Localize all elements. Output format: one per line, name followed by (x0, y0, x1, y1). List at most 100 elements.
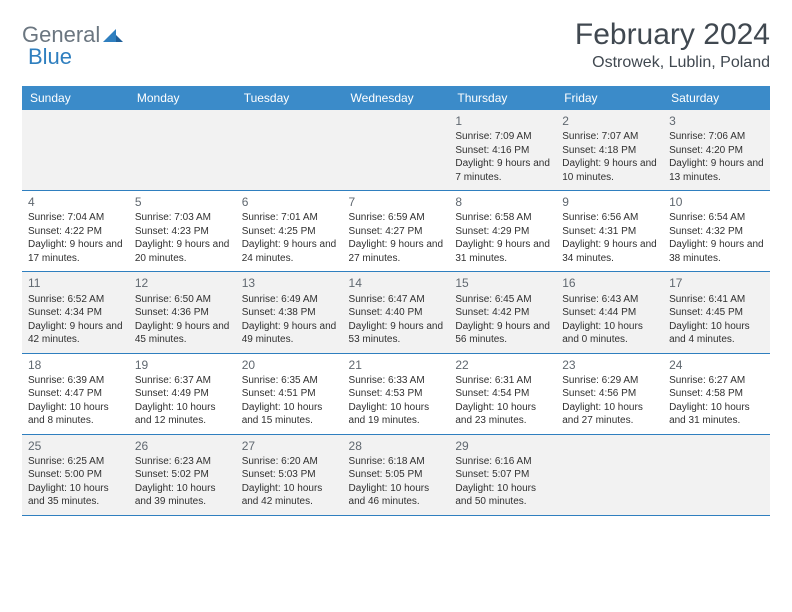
title-block: February 2024 Ostrowek, Lublin, Poland (575, 18, 770, 72)
daylight-line: Daylight: 10 hours and 19 minutes. (349, 401, 444, 428)
daylight-line: Daylight: 9 hours and 49 minutes. (242, 320, 337, 347)
sunset-line: Sunset: 4:44 PM (562, 306, 657, 320)
daylight-line: Daylight: 10 hours and 27 minutes. (562, 401, 657, 428)
day-number: 27 (242, 438, 337, 454)
logo-triangle-icon (102, 26, 124, 44)
calendar-day-cell: 24Sunrise: 6:27 AMSunset: 4:58 PMDayligh… (663, 353, 770, 434)
day-number: 24 (669, 357, 764, 373)
calendar-day-cell: 8Sunrise: 6:58 AMSunset: 4:29 PMDaylight… (449, 191, 556, 272)
day-number: 26 (135, 438, 230, 454)
logo-text-2: Blue (28, 44, 72, 69)
daylight-line: Daylight: 10 hours and 35 minutes. (28, 482, 123, 509)
daylight-line: Daylight: 9 hours and 10 minutes. (562, 157, 657, 184)
logo-line2: Blue (28, 44, 72, 70)
sunset-line: Sunset: 4:51 PM (242, 387, 337, 401)
calendar-day-cell: 6Sunrise: 7:01 AMSunset: 4:25 PMDaylight… (236, 191, 343, 272)
calendar-day-cell: 25Sunrise: 6:25 AMSunset: 5:00 PMDayligh… (22, 434, 129, 515)
day-number: 2 (562, 113, 657, 129)
calendar-day-cell: 15Sunrise: 6:45 AMSunset: 4:42 PMDayligh… (449, 272, 556, 353)
sunrise-line: Sunrise: 7:01 AM (242, 211, 337, 225)
sunrise-line: Sunrise: 6:45 AM (455, 293, 550, 307)
day-number: 17 (669, 275, 764, 291)
daylight-line: Daylight: 9 hours and 42 minutes. (28, 320, 123, 347)
calendar-day-cell: 26Sunrise: 6:23 AMSunset: 5:02 PMDayligh… (129, 434, 236, 515)
day-number: 22 (455, 357, 550, 373)
calendar-week-row: 11Sunrise: 6:52 AMSunset: 4:34 PMDayligh… (22, 272, 770, 353)
sunrise-line: Sunrise: 7:07 AM (562, 130, 657, 144)
calendar-table: Sunday Monday Tuesday Wednesday Thursday… (22, 86, 770, 516)
sunrise-line: Sunrise: 7:09 AM (455, 130, 550, 144)
sunrise-line: Sunrise: 6:31 AM (455, 374, 550, 388)
sunrise-line: Sunrise: 6:27 AM (669, 374, 764, 388)
calendar-day-cell: 28Sunrise: 6:18 AMSunset: 5:05 PMDayligh… (343, 434, 450, 515)
weekday-header: Sunday (22, 86, 129, 110)
daylight-line: Daylight: 10 hours and 0 minutes. (562, 320, 657, 347)
sunset-line: Sunset: 4:42 PM (455, 306, 550, 320)
calendar-day-cell: 22Sunrise: 6:31 AMSunset: 4:54 PMDayligh… (449, 353, 556, 434)
month-title: February 2024 (575, 18, 770, 52)
sunrise-line: Sunrise: 6:37 AM (135, 374, 230, 388)
sunrise-line: Sunrise: 6:58 AM (455, 211, 550, 225)
calendar-week-row: 25Sunrise: 6:25 AMSunset: 5:00 PMDayligh… (22, 434, 770, 515)
sunset-line: Sunset: 4:58 PM (669, 387, 764, 401)
day-number: 16 (562, 275, 657, 291)
daylight-line: Daylight: 10 hours and 4 minutes. (669, 320, 764, 347)
calendar-week-row: 18Sunrise: 6:39 AMSunset: 4:47 PMDayligh… (22, 353, 770, 434)
daylight-line: Daylight: 10 hours and 42 minutes. (242, 482, 337, 509)
calendar-day-cell: 18Sunrise: 6:39 AMSunset: 4:47 PMDayligh… (22, 353, 129, 434)
calendar-day-cell: 29Sunrise: 6:16 AMSunset: 5:07 PMDayligh… (449, 434, 556, 515)
daylight-line: Daylight: 9 hours and 20 minutes. (135, 238, 230, 265)
daylight-line: Daylight: 9 hours and 27 minutes. (349, 238, 444, 265)
calendar-day-cell: 10Sunrise: 6:54 AMSunset: 4:32 PMDayligh… (663, 191, 770, 272)
calendar-day-cell: 3Sunrise: 7:06 AMSunset: 4:20 PMDaylight… (663, 110, 770, 191)
daylight-line: Daylight: 9 hours and 38 minutes. (669, 238, 764, 265)
sunrise-line: Sunrise: 6:59 AM (349, 211, 444, 225)
calendar-day-cell: 20Sunrise: 6:35 AMSunset: 4:51 PMDayligh… (236, 353, 343, 434)
day-number: 7 (349, 194, 444, 210)
sunset-line: Sunset: 4:36 PM (135, 306, 230, 320)
sunset-line: Sunset: 5:00 PM (28, 468, 123, 482)
day-number: 3 (669, 113, 764, 129)
day-number: 10 (669, 194, 764, 210)
calendar-day-cell: 2Sunrise: 7:07 AMSunset: 4:18 PMDaylight… (556, 110, 663, 191)
weekday-header: Tuesday (236, 86, 343, 110)
sunset-line: Sunset: 4:31 PM (562, 225, 657, 239)
calendar-day-cell: 9Sunrise: 6:56 AMSunset: 4:31 PMDaylight… (556, 191, 663, 272)
daylight-line: Daylight: 9 hours and 13 minutes. (669, 157, 764, 184)
calendar-day-cell: 21Sunrise: 6:33 AMSunset: 4:53 PMDayligh… (343, 353, 450, 434)
calendar-day-cell: 16Sunrise: 6:43 AMSunset: 4:44 PMDayligh… (556, 272, 663, 353)
sunset-line: Sunset: 5:07 PM (455, 468, 550, 482)
sunset-line: Sunset: 4:27 PM (349, 225, 444, 239)
calendar-day-cell (663, 434, 770, 515)
sunset-line: Sunset: 5:05 PM (349, 468, 444, 482)
daylight-line: Daylight: 10 hours and 31 minutes. (669, 401, 764, 428)
day-number: 23 (562, 357, 657, 373)
day-number: 14 (349, 275, 444, 291)
page-header: General February 2024 Ostrowek, Lublin, … (22, 18, 770, 72)
daylight-line: Daylight: 9 hours and 7 minutes. (455, 157, 550, 184)
sunrise-line: Sunrise: 6:35 AM (242, 374, 337, 388)
day-number: 25 (28, 438, 123, 454)
sunrise-line: Sunrise: 6:20 AM (242, 455, 337, 469)
calendar-day-cell: 14Sunrise: 6:47 AMSunset: 4:40 PMDayligh… (343, 272, 450, 353)
daylight-line: Daylight: 10 hours and 15 minutes. (242, 401, 337, 428)
sunset-line: Sunset: 4:45 PM (669, 306, 764, 320)
calendar-day-cell: 11Sunrise: 6:52 AMSunset: 4:34 PMDayligh… (22, 272, 129, 353)
sunset-line: Sunset: 4:56 PM (562, 387, 657, 401)
sunset-line: Sunset: 4:22 PM (28, 225, 123, 239)
day-number: 9 (562, 194, 657, 210)
sunrise-line: Sunrise: 7:03 AM (135, 211, 230, 225)
day-number: 12 (135, 275, 230, 291)
day-number: 29 (455, 438, 550, 454)
day-number: 28 (349, 438, 444, 454)
weekday-header-row: Sunday Monday Tuesday Wednesday Thursday… (22, 86, 770, 110)
calendar-day-cell: 27Sunrise: 6:20 AMSunset: 5:03 PMDayligh… (236, 434, 343, 515)
weekday-header: Friday (556, 86, 663, 110)
day-number: 13 (242, 275, 337, 291)
sunset-line: Sunset: 4:23 PM (135, 225, 230, 239)
day-number: 11 (28, 275, 123, 291)
sunrise-line: Sunrise: 7:04 AM (28, 211, 123, 225)
daylight-line: Daylight: 9 hours and 56 minutes. (455, 320, 550, 347)
calendar-day-cell (22, 110, 129, 191)
calendar-day-cell (556, 434, 663, 515)
